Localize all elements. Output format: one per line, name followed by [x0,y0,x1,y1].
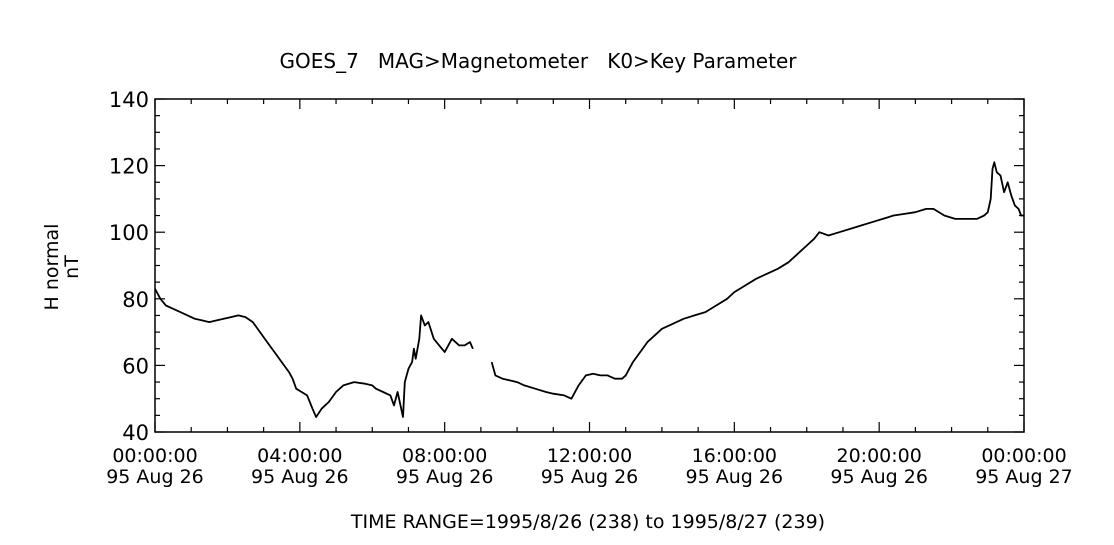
series-line-segment-1 [154,288,474,418]
x-tick-label-time: 00:00:00 [112,445,197,467]
y-axis-ticks [155,98,1024,433]
x-tick-label-date: 95 Aug 26 [106,466,204,488]
x-axis-ticks [154,99,1025,432]
y-tick-label: 120 [109,155,149,179]
y-tick-label: 80 [122,288,149,312]
x-tick-label-time: 20:00:00 [836,445,921,467]
x-tick-label-date: 95 Aug 27 [975,466,1073,488]
x-tick-label-time: 16:00:00 [692,445,777,467]
x-tick-label-date: 95 Aug 26 [541,466,639,488]
series-line-segment-2 [490,161,1024,400]
series-layer [154,161,1024,418]
x-tick-label-date: 95 Aug 26 [396,466,494,488]
y-axis-tick-labels: 40 60 80 100 120 140 [109,88,149,445]
y-tick-label: 40 [122,421,149,445]
y-axis-label-line2: nT [61,255,83,279]
chart-title: GOES_7 MAG>Magnetometer K0>Key Parameter [280,49,798,73]
x-tick-label-time: 12:00:00 [547,445,632,467]
x-tick-label-date: 95 Aug 26 [686,466,784,488]
x-tick-label-date: 95 Aug 26 [830,466,928,488]
x-tick-label-time: 00:00:00 [981,445,1066,467]
y-tick-label: 140 [109,88,149,112]
plot-frame [154,98,1025,433]
x-axis-label: TIME RANGE=1995/8/26 (238) to 1995/8/27 … [350,511,825,533]
x-tick-label-date: 95 Aug 26 [251,466,349,488]
y-axis-label: H normal nT [41,224,83,311]
x-tick-label-time: 04:00:00 [257,445,342,467]
y-tick-label: 60 [122,354,149,378]
y-tick-label: 100 [109,221,149,245]
x-tick-label-time: 08:00:00 [402,445,487,467]
y-axis-label-line1: H normal [41,224,63,311]
